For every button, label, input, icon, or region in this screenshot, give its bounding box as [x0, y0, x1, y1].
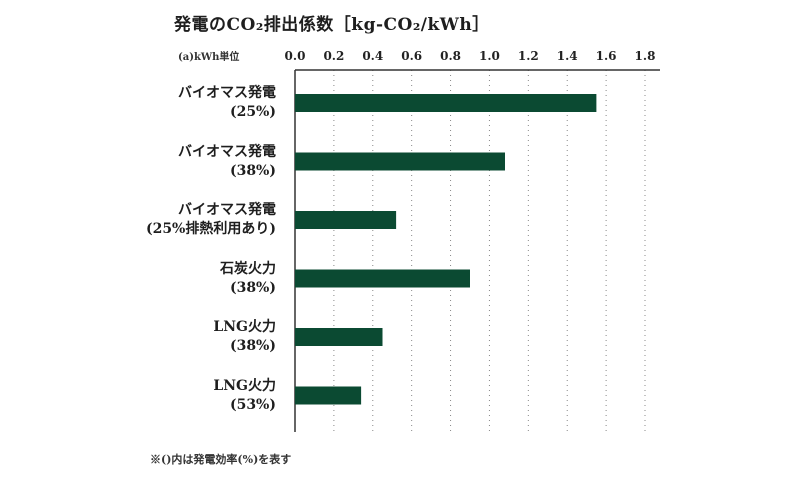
category-label-line: バイオマス発電 — [178, 202, 276, 218]
x-tick-label: 1.4 — [557, 49, 578, 63]
x-tick-label: 0.8 — [440, 49, 461, 63]
x-tick-label: 0.0 — [285, 49, 306, 63]
x-tick-label: 0.6 — [401, 49, 422, 63]
bar — [295, 269, 470, 288]
category-label-line: (53%) — [229, 396, 276, 413]
x-tick-label: 1.2 — [518, 49, 539, 63]
bar — [295, 211, 397, 229]
bar — [295, 328, 383, 346]
category-label-line: (38%) — [229, 338, 276, 354]
category-label: LNG火力 (53%) — [213, 377, 276, 415]
x-tick-label: 0.4 — [362, 49, 383, 63]
category-label-line: 石炭火力 — [220, 260, 276, 277]
category-label-line: (25%) — [229, 104, 276, 120]
category-label: LNG火力 (38%) — [213, 318, 276, 356]
category-label: バイオマス発電 (38%) — [178, 143, 276, 181]
category-label: バイオマス発電 (25%排熱利用あり) — [146, 201, 276, 239]
unit-label: (a)kWh単位 — [178, 52, 240, 63]
x-tick-label: 1.0 — [479, 49, 500, 63]
category-label-line: (25%排熱利用あり) — [145, 221, 276, 237]
category-label-line: (38%) — [229, 279, 276, 296]
bar — [295, 94, 597, 112]
footnote: ※()内は発電効率(%)を表す — [150, 453, 292, 466]
bar — [295, 386, 362, 405]
x-tick-label: 1.8 — [635, 49, 656, 63]
chart-title: 発電のCO₂排出係数［kg-CO₂/kWh］ — [174, 15, 490, 35]
category-label-line: LNG火力 — [213, 377, 276, 394]
category-label-line: (38%) — [229, 162, 276, 179]
x-tick-label: 0.2 — [323, 49, 344, 63]
category-label-line: LNG火力 — [213, 319, 276, 335]
category-label-line: バイオマス発電 — [178, 85, 276, 101]
category-label: 石炭火力 (38%) — [220, 260, 276, 298]
bar — [295, 152, 505, 171]
category-label: バイオマス発電 (25%) — [178, 84, 276, 122]
x-tick-label: 1.6 — [596, 49, 617, 63]
category-label-line: バイオマス発電 — [178, 143, 276, 160]
